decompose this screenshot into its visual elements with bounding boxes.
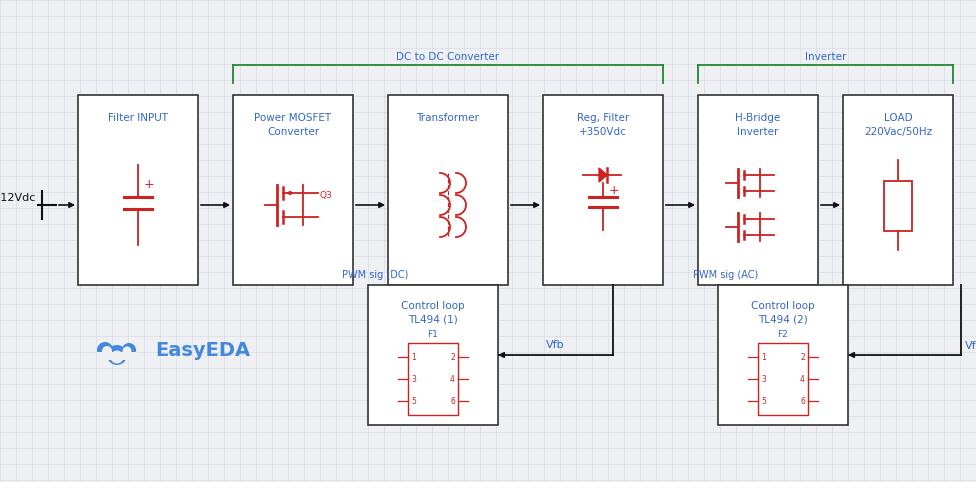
Text: Transformer: Transformer: [417, 113, 479, 123]
Text: Inverter: Inverter: [737, 127, 779, 137]
Text: +350Vdc: +350Vdc: [579, 127, 627, 137]
Bar: [543, 95, 663, 285]
Text: Reg, Filter: Reg, Filter: [577, 113, 630, 123]
Bar: [78, 95, 198, 285]
Text: 2: 2: [800, 352, 805, 362]
Text: Q3: Q3: [320, 191, 333, 200]
Text: DC to DC Converter: DC to DC Converter: [396, 52, 500, 62]
Text: 4: 4: [800, 375, 805, 384]
Text: Control loop: Control loop: [752, 301, 815, 311]
Bar: [408, 343, 458, 415]
Text: Vfb: Vfb: [547, 340, 565, 350]
Text: TL494 (2): TL494 (2): [758, 315, 808, 325]
Bar: [718, 285, 848, 425]
Text: TL494 (1): TL494 (1): [408, 315, 458, 325]
Text: 6: 6: [800, 397, 805, 405]
Bar: [368, 285, 498, 425]
Text: +12Vdc: +12Vdc: [0, 193, 36, 203]
Circle shape: [123, 347, 132, 356]
Text: Filter INPUT: Filter INPUT: [108, 113, 168, 123]
Text: PWM sig (DC): PWM sig (DC): [343, 270, 409, 280]
Text: EasyEDA: EasyEDA: [155, 340, 250, 360]
Text: 1: 1: [761, 352, 766, 362]
Bar: [97, 352, 137, 360]
Text: F1: F1: [427, 330, 438, 339]
Text: Vfb(vac): Vfb(vac): [965, 340, 976, 350]
Circle shape: [97, 342, 113, 358]
Text: 4: 4: [450, 375, 455, 384]
Text: Control loop: Control loop: [401, 301, 465, 311]
Text: PWM sig (AC): PWM sig (AC): [693, 270, 758, 280]
Bar: [698, 95, 818, 285]
Bar: [388, 95, 508, 285]
Circle shape: [122, 343, 136, 357]
Text: 5: 5: [761, 397, 766, 405]
Text: 1: 1: [411, 352, 416, 362]
Circle shape: [110, 350, 124, 363]
Text: 3: 3: [761, 375, 766, 384]
Bar: [758, 343, 808, 415]
Text: H-Bridge: H-Bridge: [735, 113, 781, 123]
Text: Converter: Converter: [267, 127, 319, 137]
Circle shape: [102, 346, 112, 356]
Text: LOAD: LOAD: [883, 113, 913, 123]
Text: 3: 3: [411, 375, 416, 384]
Text: F2: F2: [778, 330, 789, 339]
Text: 2: 2: [450, 352, 455, 362]
Text: 220Vac/50Hz: 220Vac/50Hz: [864, 127, 932, 137]
Bar: [843, 95, 953, 285]
Text: Inverter: Inverter: [805, 52, 846, 62]
Bar: [884, 181, 912, 231]
Text: +: +: [144, 178, 154, 191]
Text: 5: 5: [411, 397, 416, 405]
Circle shape: [107, 345, 127, 365]
Text: Power MOSFET: Power MOSFET: [255, 113, 332, 123]
Bar: [233, 95, 353, 285]
Text: +: +: [609, 184, 620, 197]
Text: 6: 6: [450, 397, 455, 405]
Polygon shape: [599, 168, 607, 182]
